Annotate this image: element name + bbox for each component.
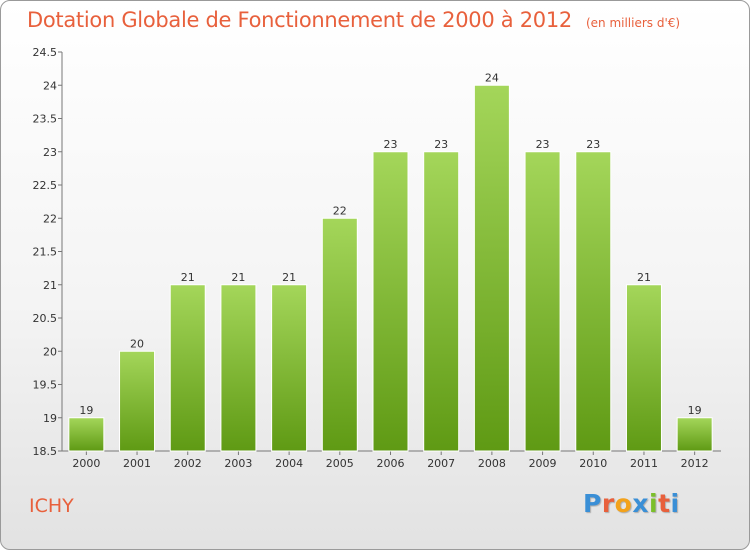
bar-2004 <box>271 284 308 452</box>
chart-title: Dotation Globale de Fonctionnement de 20… <box>27 8 680 32</box>
x-tick-label: 2005 <box>326 457 354 470</box>
y-tick-label: 19 <box>43 412 57 425</box>
proxiti-logo: Proxiti <box>583 489 680 518</box>
chart-axes: 18.5 19 19.5 20 20.5 21 21.5 22 22.5 23 23.5 24 24.5… <box>33 46 721 470</box>
logo-letter: r <box>601 489 615 518</box>
commune-name: ICHY <box>29 495 74 517</box>
data-label: 21 <box>637 271 651 284</box>
logo-letter: x <box>632 489 649 518</box>
chart-data-labels: 19 20 21 21 21 22 23 23 24 23 23 21 19 <box>79 71 701 417</box>
y-tick-label: 21 <box>43 279 57 292</box>
data-label: 22 <box>333 204 347 217</box>
data-label: 21 <box>181 271 195 284</box>
y-tick-label: 22.5 <box>33 179 58 192</box>
x-tick-label: 2009 <box>529 457 557 470</box>
logo-letter: o <box>614 489 633 518</box>
data-label: 23 <box>536 138 550 151</box>
bar-2002 <box>169 284 206 452</box>
data-label: 23 <box>434 138 448 151</box>
x-tick-label: 2003 <box>224 457 252 470</box>
data-label: 21 <box>282 271 296 284</box>
x-tick-label: 2006 <box>377 457 405 470</box>
y-tick-label: 23.5 <box>33 113 58 126</box>
x-tick-label: 2010 <box>579 457 607 470</box>
y-tick-label: 22 <box>43 212 57 225</box>
y-tick-label: 24.5 <box>33 46 58 59</box>
bar-2006 <box>372 151 409 452</box>
y-tick-label: 19.5 <box>33 379 58 392</box>
chart-title-text: Dotation Globale de Fonctionnement de 20… <box>27 8 572 32</box>
x-tick-label: 2012 <box>681 457 709 470</box>
y-tick-label: 21.5 <box>33 246 58 259</box>
y-tick-label: 20 <box>43 345 57 358</box>
data-label: 21 <box>231 271 245 284</box>
data-label: 19 <box>688 404 702 417</box>
data-label: 23 <box>384 138 398 151</box>
x-tick-label: 2000 <box>72 457 100 470</box>
chart-bars <box>68 84 713 452</box>
bar-2011 <box>625 284 662 452</box>
logo-letter: t <box>658 489 671 518</box>
data-label: 19 <box>79 404 93 417</box>
x-tick-label: 2011 <box>630 457 658 470</box>
data-label: 23 <box>586 138 600 151</box>
bar-2009 <box>524 151 561 452</box>
bar-2001 <box>119 350 156 452</box>
bar-2010 <box>575 151 612 452</box>
bar-2000 <box>68 417 105 452</box>
logo-letter: P <box>583 489 602 518</box>
logo-letter: i <box>649 489 659 518</box>
x-tick-label: 2002 <box>174 457 202 470</box>
y-tick-label: 18.5 <box>33 445 58 458</box>
x-tick-label: 2008 <box>478 457 506 470</box>
logo-letter: i <box>670 489 680 518</box>
x-tick-label: 2007 <box>427 457 455 470</box>
y-tick-label: 23 <box>43 146 57 159</box>
x-tick-label: 2001 <box>123 457 151 470</box>
bar-2005 <box>321 217 358 452</box>
chart-subtitle: (en milliers d'€) <box>585 16 681 30</box>
data-label: 24 <box>485 71 499 84</box>
data-label: 20 <box>130 337 144 350</box>
bar-2007 <box>423 151 460 452</box>
bar-2012 <box>676 417 713 452</box>
x-tick-label: 2004 <box>275 457 303 470</box>
y-tick-label: 24 <box>43 79 57 92</box>
bar-2008 <box>473 84 510 452</box>
bar-2003 <box>220 284 257 452</box>
y-tick-label: 20.5 <box>33 312 58 325</box>
